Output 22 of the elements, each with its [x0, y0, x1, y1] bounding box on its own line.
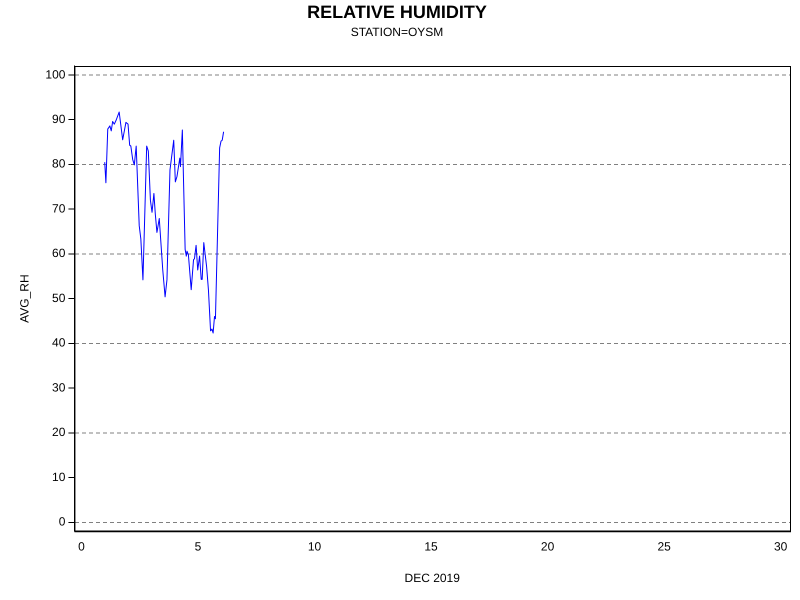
y-tick-label: 10: [52, 470, 66, 484]
y-tick-label: 80: [52, 156, 66, 171]
y-tick-label: 40: [52, 336, 66, 350]
x-tick-label: 0: [78, 540, 86, 554]
y-tick-label: 100: [45, 67, 66, 82]
x-tick-label: 10: [308, 540, 322, 554]
x-tick-label: 15: [424, 540, 438, 554]
y-tick-label: 20: [52, 425, 66, 440]
y-tick-label: 50: [52, 290, 66, 305]
x-axis-title: DEC 2019: [404, 571, 460, 586]
y-tick-label: 60: [52, 246, 66, 260]
x-tick-label: 30: [774, 540, 788, 554]
y-axis-title: AVG_RH: [18, 274, 32, 323]
chart-subtitle: STATION=OYSM: [350, 25, 444, 40]
x-tick-label: 20: [540, 540, 555, 554]
y-tick-label: 0: [58, 514, 66, 529]
x-tick-label: 25: [657, 540, 672, 554]
chart-title: RELATIVE HUMIDITY: [307, 2, 487, 22]
y-tick-label: 70: [52, 201, 66, 216]
y-tick-label: 90: [52, 112, 66, 126]
x-tick-label: 5: [194, 540, 202, 554]
y-tick-label: 30: [52, 380, 66, 394]
